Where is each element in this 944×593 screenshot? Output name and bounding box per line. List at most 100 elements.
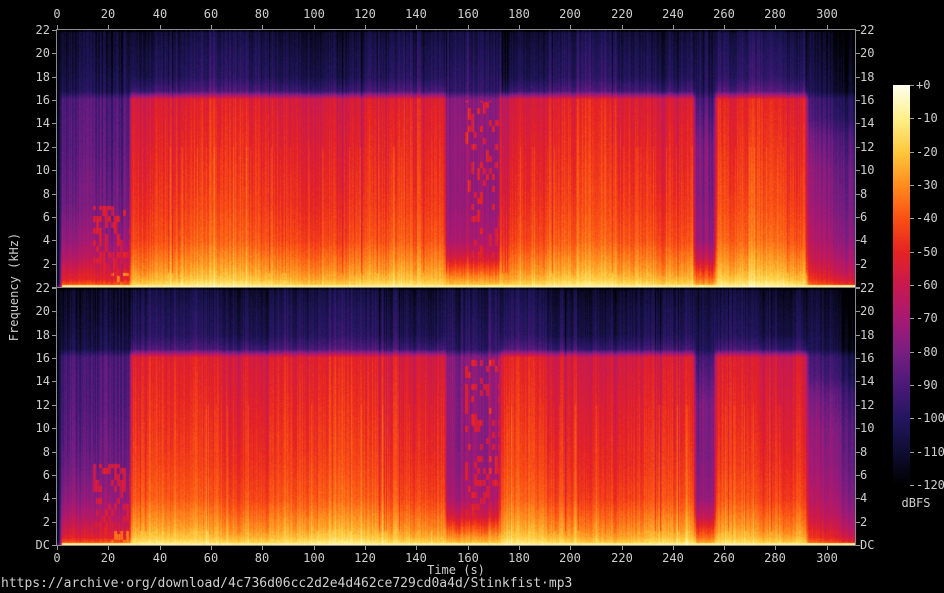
freq-tick	[856, 147, 860, 148]
freq-tick	[856, 217, 860, 218]
time-tick	[827, 546, 828, 550]
time-tick-label: 0	[53, 7, 61, 21]
time-tick	[416, 546, 417, 550]
freq-tick-label: 22	[860, 23, 875, 37]
freq-tick	[856, 358, 860, 359]
colorbar-tick	[910, 285, 914, 286]
time-tick	[570, 546, 571, 550]
freq-tick	[856, 522, 860, 523]
time-tick	[827, 25, 828, 29]
freq-tick	[856, 428, 860, 429]
time-tick	[519, 546, 520, 550]
freq-tick-label: 22	[35, 23, 50, 37]
freq-tick-label: 20	[860, 46, 875, 60]
source-url: https://archive·org/download/4c736d06cc2…	[1, 576, 573, 591]
freq-tick-label: 8	[42, 187, 50, 201]
freq-tick-label: 20	[35, 304, 50, 318]
freq-tick	[856, 381, 860, 382]
time-tick	[211, 25, 212, 29]
freq-tick-label: 8	[860, 445, 868, 459]
freq-tick-label: DC	[35, 538, 50, 552]
spectrogram-canvas-left-channel	[57, 30, 855, 287]
colorbar-tick-label: -80	[916, 345, 938, 359]
freq-tick	[856, 288, 860, 289]
time-tick	[622, 546, 623, 550]
colorbar-tick	[910, 485, 914, 486]
time-tick	[262, 25, 263, 29]
spectrogram-left-channel-plot	[56, 29, 856, 288]
freq-tick	[856, 77, 860, 78]
freq-tick	[856, 100, 860, 101]
time-tick	[519, 25, 520, 29]
time-tick	[775, 546, 776, 550]
time-tick-label: 180	[508, 551, 530, 565]
freq-tick-label: 8	[42, 445, 50, 459]
colorbar-tick	[910, 318, 914, 319]
freq-tick-label: 8	[860, 187, 868, 201]
freq-tick-label: 16	[860, 351, 875, 365]
freq-tick-label: 2	[42, 515, 50, 529]
time-tick	[468, 25, 469, 29]
time-tick-label: 140	[405, 7, 427, 21]
time-tick-label: 60	[203, 7, 219, 21]
time-tick-label: 240	[662, 551, 684, 565]
colorbar-tick-label: -40	[916, 211, 938, 225]
freq-tick	[52, 405, 56, 406]
freq-tick	[52, 240, 56, 241]
freq-tick	[52, 53, 56, 54]
freq-tick	[856, 287, 860, 288]
freq-tick	[52, 311, 56, 312]
time-tick-label: 240	[662, 7, 684, 21]
colorbar-title: dBFS	[901, 496, 931, 510]
freq-tick	[52, 77, 56, 78]
freq-tick-label: 12	[860, 398, 875, 412]
time-axis-title: Time (s)	[427, 563, 485, 577]
colorbar-tick-label: +0	[916, 78, 931, 92]
time-tick-label: 20	[100, 551, 116, 565]
time-tick	[468, 546, 469, 550]
freq-tick	[856, 170, 860, 171]
freq-tick	[856, 545, 860, 546]
freq-tick	[52, 452, 56, 453]
freq-tick	[52, 30, 56, 31]
freq-tick-label: 18	[860, 70, 875, 84]
colorbar-tick	[910, 185, 914, 186]
time-tick-label: 160	[457, 7, 479, 21]
freq-tick-label: 18	[35, 70, 50, 84]
colorbar-tick-label: -20	[916, 145, 938, 159]
freq-tick-label: 2	[860, 257, 868, 271]
colorbar-tick	[910, 452, 914, 453]
freq-tick	[856, 405, 860, 406]
time-tick-label: 180	[508, 7, 530, 21]
time-tick	[160, 25, 161, 29]
freq-tick-label: 6	[42, 468, 50, 482]
time-tick	[57, 546, 58, 550]
freq-tick	[856, 53, 860, 54]
freq-tick-label: 20	[35, 46, 50, 60]
time-tick-label: 220	[611, 7, 633, 21]
spectrogram-right-channel-plot	[56, 287, 856, 546]
colorbar-tick-label: -70	[916, 311, 938, 325]
freq-tick-label: 10	[860, 421, 875, 435]
freq-tick-label: DC	[860, 538, 875, 552]
time-tick-label: 40	[152, 551, 168, 565]
time-tick-label: 140	[405, 551, 427, 565]
freq-tick	[52, 522, 56, 523]
freq-tick	[52, 100, 56, 101]
colorbar-tick	[910, 118, 914, 119]
freq-tick-label: 14	[35, 374, 50, 388]
freq-tick	[856, 123, 860, 124]
time-tick	[622, 25, 623, 29]
time-tick	[724, 546, 725, 550]
time-tick-label: 280	[764, 7, 786, 21]
time-tick-label: 300	[816, 551, 838, 565]
time-tick	[57, 25, 58, 29]
freq-tick-label: 14	[860, 116, 875, 130]
time-tick-label: 20	[100, 7, 116, 21]
time-tick	[262, 546, 263, 550]
time-tick-label: 160	[457, 551, 479, 565]
time-tick-label: 260	[713, 7, 735, 21]
colorbar-tick	[910, 218, 914, 219]
freq-tick-label: 10	[35, 163, 50, 177]
